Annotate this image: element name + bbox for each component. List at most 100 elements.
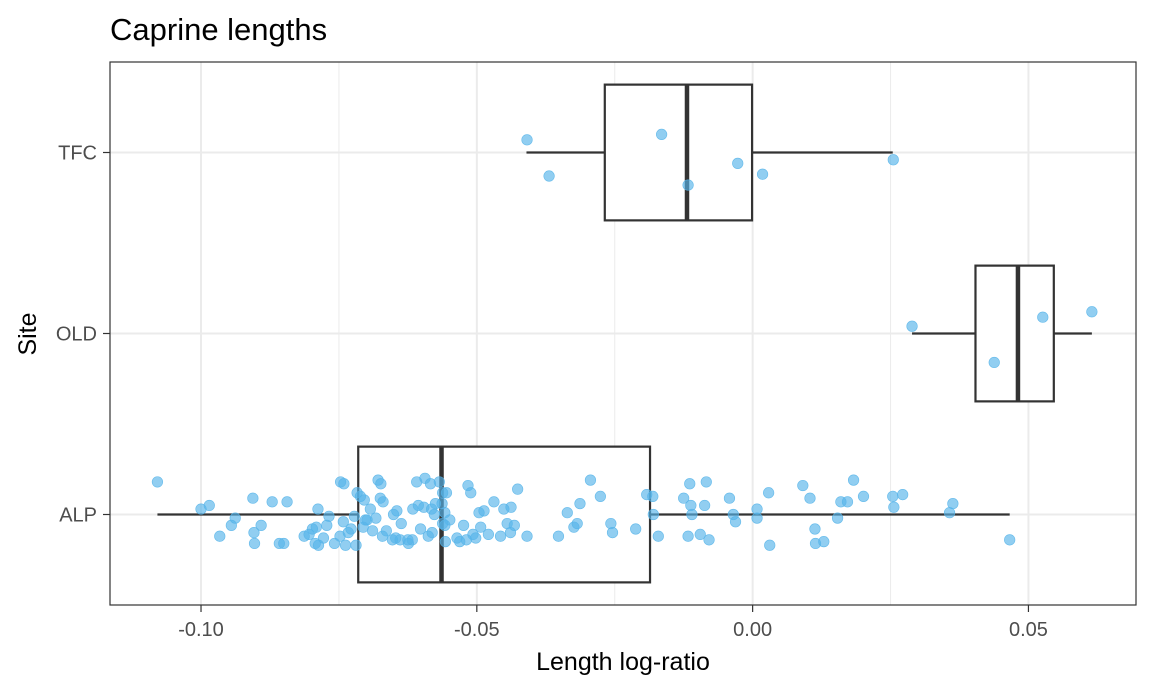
- data-point-alp: [505, 501, 517, 513]
- data-point-alp: [678, 492, 690, 504]
- data-point-alp: [494, 530, 507, 542]
- box-iqr: [603, 83, 754, 222]
- data-point-alp: [521, 530, 533, 542]
- boxplots: [157, 83, 1092, 584]
- data-point-alp: [947, 498, 959, 510]
- data-point-alp: [375, 478, 387, 490]
- y-tick-label: ALP: [59, 505, 97, 527]
- data-point-alp: [686, 508, 698, 521]
- data-point-alp: [703, 534, 715, 546]
- data-point-alp: [203, 499, 215, 512]
- data-point-alp: [847, 474, 860, 486]
- data-point-alp: [475, 521, 487, 533]
- data-point-alp: [248, 537, 261, 550]
- y-tick-label: TFC: [58, 143, 97, 165]
- data-point-alp: [377, 496, 389, 508]
- data-point-tfc: [887, 154, 899, 166]
- data-point-alp: [751, 512, 763, 524]
- data-point-alp: [247, 492, 259, 504]
- data-point-alp: [723, 492, 736, 504]
- data-point-alp: [682, 530, 694, 542]
- data-point-alp: [151, 476, 164, 488]
- data-point-alp: [488, 496, 500, 508]
- data-point-tfc: [656, 128, 668, 140]
- data-point-alp: [888, 501, 900, 513]
- data-point-alp: [255, 519, 267, 531]
- data-point-alp: [809, 523, 821, 535]
- data-point-tfc: [756, 168, 769, 180]
- data-point-alp: [338, 478, 350, 490]
- data-point-alp: [214, 530, 226, 542]
- data-point-alp: [366, 525, 379, 537]
- data-point-alp: [831, 512, 844, 524]
- y-axis-title: Site: [14, 312, 42, 355]
- data-point-alp: [652, 530, 664, 542]
- data-point-alp: [395, 517, 407, 530]
- data-point-alp: [278, 537, 290, 550]
- box-alp: [157, 445, 1010, 584]
- data-point-alp: [729, 516, 742, 528]
- data-point-old: [906, 320, 918, 332]
- data-point-old: [1037, 311, 1049, 323]
- data-point-alp: [391, 505, 403, 517]
- data-point-alp: [512, 483, 524, 495]
- data-point-tfc: [682, 179, 694, 191]
- data-point-alp: [345, 523, 357, 535]
- data-point-alp: [266, 496, 278, 508]
- data-point-alp: [358, 494, 370, 506]
- data-points: [151, 128, 1098, 551]
- data-point-tfc: [543, 170, 555, 182]
- data-point-alp: [630, 523, 642, 535]
- data-point-alp: [887, 490, 899, 503]
- data-point-alp: [797, 479, 809, 492]
- box-iqr: [974, 264, 1055, 403]
- data-point-alp: [841, 496, 854, 508]
- data-point-alp: [763, 487, 775, 499]
- data-point-alp: [312, 503, 324, 515]
- data-point-old: [1086, 306, 1098, 318]
- chart-title: Caprine lengths: [110, 12, 327, 47]
- data-point-tfc: [521, 134, 533, 146]
- data-point-alp: [414, 523, 427, 535]
- data-point-alp: [584, 474, 597, 486]
- x-axis-title: Length log-ratio: [536, 648, 710, 676]
- data-point-alp: [465, 487, 477, 499]
- data-point-alp: [478, 505, 490, 517]
- data-point-alp: [444, 514, 456, 526]
- data-point-alp: [508, 519, 520, 531]
- data-point-alp: [281, 496, 293, 508]
- data-point-alp: [440, 487, 453, 499]
- data-point-alp: [694, 528, 706, 541]
- data-point-alp: [337, 516, 349, 528]
- data-point-alp: [426, 526, 438, 539]
- data-point-alp: [323, 510, 335, 522]
- data-point-old: [988, 356, 1000, 369]
- x-tick-label: 0.05: [1009, 619, 1048, 641]
- data-point-alp: [684, 478, 696, 490]
- data-point-alp: [574, 498, 586, 510]
- x-axis: -0.10 -0.05 0.00 0.05: [178, 605, 1048, 641]
- data-point-alp: [699, 499, 711, 512]
- data-point-alp: [764, 539, 776, 551]
- data-point-alp: [818, 536, 830, 548]
- data-point-alp: [229, 512, 241, 524]
- data-point-alp: [339, 539, 352, 551]
- data-point-alp: [804, 492, 816, 504]
- x-tick-label: -0.10: [178, 619, 224, 641]
- data-point-alp: [380, 525, 392, 537]
- data-point-alp: [348, 510, 360, 522]
- data-point-alp: [428, 508, 440, 521]
- data-point-alp: [433, 476, 445, 488]
- data-point-alp: [317, 532, 330, 544]
- data-point-tfc: [732, 157, 744, 169]
- data-point-alp: [482, 528, 495, 541]
- data-point-alp: [561, 507, 573, 519]
- data-point-alp: [370, 512, 382, 524]
- data-point-alp: [647, 490, 659, 503]
- data-point-alp: [439, 536, 451, 548]
- data-point-alp: [552, 530, 565, 542]
- data-point-alp: [470, 532, 482, 544]
- data-point-alp: [1004, 534, 1016, 546]
- box-tfc: [526, 83, 893, 222]
